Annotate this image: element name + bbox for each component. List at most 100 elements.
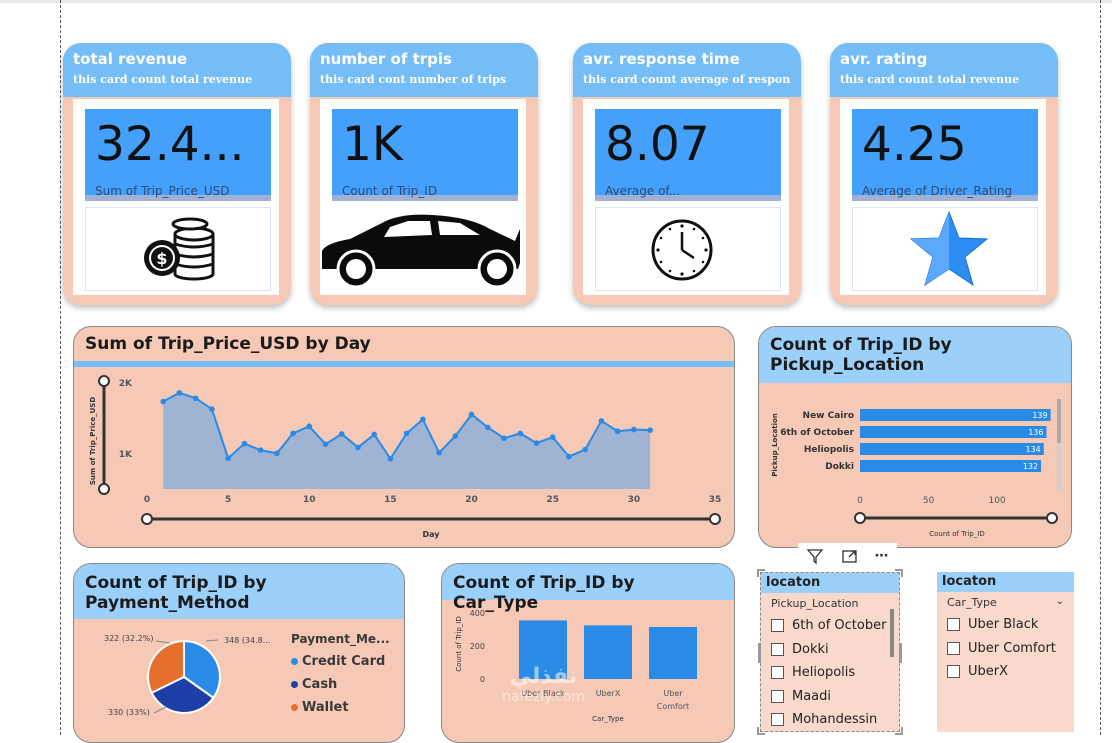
pie-slice xyxy=(183,639,221,700)
data-point xyxy=(257,447,264,453)
checkbox[interactable] xyxy=(771,689,784,703)
payment-chart-panel[interactable]: Count of Trip_ID by Payment_Method 348 (… xyxy=(73,563,405,743)
data-point xyxy=(614,428,621,435)
slicer-option[interactable]: Uber Comfort xyxy=(937,637,1074,661)
location-slicer[interactable]: locaton Pickup_Location 6th of October D… xyxy=(757,569,903,735)
legend-item-credit-card[interactable]: Credit Card xyxy=(291,650,390,673)
kpi-value: 32.4... xyxy=(95,117,245,172)
car-type-slicer[interactable]: locaton Car_Type ⌄ Uber Black Uber Comfo… xyxy=(937,572,1074,732)
selection-corner[interactable] xyxy=(895,727,903,735)
data-point xyxy=(371,431,378,438)
x-axis-title: Car_Type xyxy=(592,715,624,723)
car-chart-svg: Count of Trip_ID 400 200 0 Uber Black Ub… xyxy=(455,609,697,723)
pie-data-label: 330 (33%) xyxy=(108,708,150,717)
canvas-right-border xyxy=(1100,0,1101,735)
kpi-card-rating[interactable]: avr. rating this card count total revenu… xyxy=(830,43,1058,305)
y-tick-label: 200 xyxy=(470,642,485,651)
data-point xyxy=(192,395,199,402)
legend-title: Payment_Me... xyxy=(291,632,390,646)
option-label: Heliopolis xyxy=(792,665,856,681)
slicer-scrollbar[interactable] xyxy=(890,609,894,657)
data-point xyxy=(452,433,459,439)
x-tick-label: 100 xyxy=(989,496,1006,506)
data-point xyxy=(209,406,215,412)
x-scroll-handle-right[interactable] xyxy=(709,513,721,525)
value-box: 1K Count of Trip_ID xyxy=(332,109,518,201)
location-chart-panel[interactable]: Count of Trip_ID by Pickup_Location Pick… xyxy=(758,326,1072,548)
data-point xyxy=(582,446,588,453)
data-point xyxy=(631,426,637,433)
filter-icon[interactable] xyxy=(805,547,825,565)
slicer-option[interactable]: Mohandessin xyxy=(761,708,899,732)
x-tick-label: 15 xyxy=(384,495,397,505)
kpi-card-response-time[interactable]: avr. response time this card count avera… xyxy=(573,43,801,305)
checkbox[interactable] xyxy=(947,641,960,655)
slicer-option[interactable]: Dokki xyxy=(761,638,899,662)
selection-corner[interactable] xyxy=(757,569,765,577)
x-scroll-handle-left[interactable] xyxy=(854,512,866,524)
kpi-value: 1K xyxy=(342,117,403,172)
option-label: Uber Black xyxy=(968,617,1039,633)
slicer-option[interactable]: Heliopolis xyxy=(761,661,899,685)
data-label: 136 xyxy=(1028,428,1043,437)
slicer-option[interactable]: Maadi xyxy=(761,685,899,709)
x-tick-label: Comfort xyxy=(657,702,689,711)
top-border xyxy=(0,0,1112,3)
card-title: number of trpis xyxy=(320,50,452,68)
selection-corner[interactable] xyxy=(895,569,903,577)
checkbox[interactable] xyxy=(947,618,960,632)
y-scroll-handle-bottom[interactable] xyxy=(98,483,110,495)
slicer-field-name: Pickup_Location xyxy=(771,597,859,610)
payment-pie-svg: 348 (34.8... 330 (33%) 322 (32.2%) xyxy=(104,634,270,717)
checkbox[interactable] xyxy=(947,665,960,679)
x-scroll-handle-left[interactable] xyxy=(141,513,153,525)
slicer-option[interactable]: 6th of October xyxy=(761,614,899,638)
x-tick-label: 35 xyxy=(709,495,722,505)
slicer-option[interactable]: Uber Black xyxy=(937,613,1074,637)
legend-dot xyxy=(291,681,298,688)
panel-title-line1: Count of Trip_ID by xyxy=(85,573,267,593)
more-options-icon[interactable]: ⋯ xyxy=(874,548,890,564)
resize-handle-right[interactable] xyxy=(899,643,902,663)
checkbox[interactable] xyxy=(771,713,784,727)
checkbox[interactable] xyxy=(771,666,784,680)
data-point xyxy=(403,430,410,437)
bar xyxy=(860,460,1042,472)
data-label: 132 xyxy=(1023,462,1038,471)
slicer-field-row[interactable]: Car_Type ⌄ xyxy=(937,592,1074,613)
kpi-label: Average of... xyxy=(605,184,681,198)
payment-legend: Payment_Me... Credit Card Cash Wallet xyxy=(291,632,390,719)
data-point xyxy=(225,455,231,462)
chevron-down-icon[interactable]: ⌄ xyxy=(1055,596,1064,607)
focus-mode-icon[interactable] xyxy=(840,547,860,565)
card-title: avr. response time xyxy=(583,50,740,68)
card-title: total revenue xyxy=(73,50,188,68)
y-tick-label: 0 xyxy=(480,675,485,684)
card-subtitle: this card count total revenue xyxy=(840,73,1020,86)
checkbox[interactable] xyxy=(771,619,784,633)
card-body: 4.25 Average of Driver_Rating xyxy=(840,99,1046,295)
pie-data-label: 348 (34.8... xyxy=(224,636,270,645)
slicer-option[interactable]: UberX xyxy=(937,660,1074,684)
kpi-card-revenue[interactable]: total revenue this card count total reve… xyxy=(63,43,291,305)
x-tick-label: Uber xyxy=(663,689,683,698)
kpi-card-trips[interactable]: number of trpis this card cont number of… xyxy=(310,43,538,305)
bar xyxy=(860,443,1044,455)
x-tick-label: 10 xyxy=(303,495,316,505)
line-chart-panel[interactable]: Sum of Trip_Price_USD by Day Sum of Trip… xyxy=(73,326,735,548)
card-subtitle: this card count total revenue xyxy=(73,73,253,86)
legend-label: Wallet xyxy=(302,700,349,715)
legend-item-wallet[interactable]: Wallet xyxy=(291,696,390,719)
line-chart-svg: Sum of Trip_Price_USD 2K 1K 0 5 10 15 20 25 30… xyxy=(89,375,722,539)
car-type-chart-panel[interactable]: Count of Trip_ID by Car_Type Count of Tr… xyxy=(441,563,735,743)
legend-item-cash[interactable]: Cash xyxy=(291,673,390,696)
x-axis-title: Count of Trip_ID xyxy=(929,530,984,538)
checkbox[interactable] xyxy=(771,642,784,656)
svg-text:$: $ xyxy=(156,249,167,268)
slicer-title: locaton xyxy=(761,573,899,593)
resize-handle-left[interactable] xyxy=(758,643,761,663)
x-scroll-handle-right[interactable] xyxy=(1046,512,1058,524)
selection-corner[interactable] xyxy=(757,727,765,735)
option-label: Dokki xyxy=(792,641,829,657)
y-scroll-handle-top[interactable] xyxy=(98,375,110,387)
